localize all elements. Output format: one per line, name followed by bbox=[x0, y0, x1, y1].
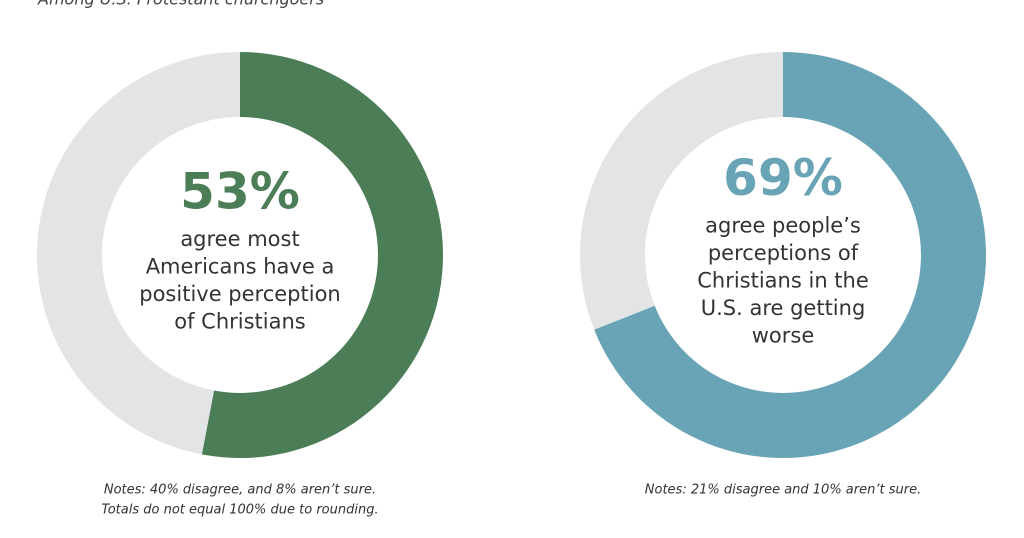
note: Notes: 21% disagree and 10% aren’t sure. bbox=[645, 483, 921, 498]
center-text: worse bbox=[752, 323, 815, 347]
center-text: positive perception bbox=[139, 282, 341, 306]
note: Totals do not equal 100% due to rounding… bbox=[101, 503, 378, 518]
value-label: 69% bbox=[723, 149, 843, 207]
note: Notes: 40% disagree, and 8% aren’t sure. bbox=[104, 483, 376, 498]
center-text: of Christians bbox=[174, 310, 306, 334]
center-text: Americans have a bbox=[146, 255, 335, 279]
center-text: U.S. are getting bbox=[701, 296, 866, 320]
center-text: agree most bbox=[180, 227, 299, 251]
donut-segment bbox=[594, 52, 986, 458]
subtitle: Among U.S. Protestant churchgoers bbox=[37, 0, 324, 9]
donut-segment bbox=[201, 52, 444, 458]
center-text: perceptions of bbox=[708, 241, 859, 265]
value-label: 53% bbox=[180, 163, 300, 221]
center-text: agree people’s bbox=[705, 213, 861, 237]
center-text: Christians in the bbox=[697, 268, 869, 292]
